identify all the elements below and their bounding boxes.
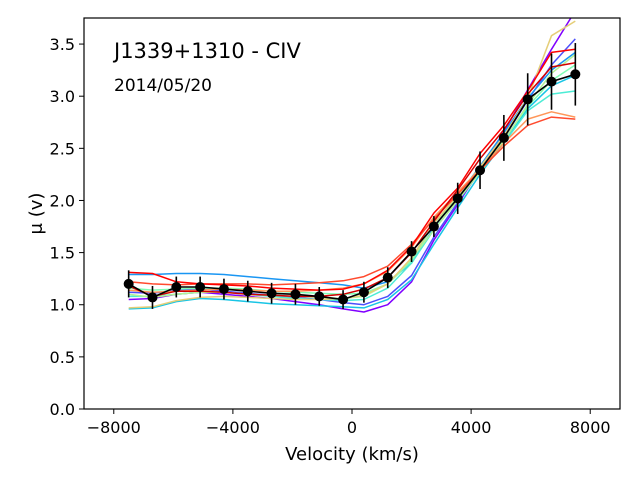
mean-point — [195, 282, 206, 293]
y-axis: 0.0 0.5 1.0 1.5 2.0 2.5 3.0 3.5 — [50, 35, 84, 419]
y-tick-label: 0.0 — [50, 400, 75, 419]
x-tick-label: −8000 — [87, 418, 141, 437]
y-tick-label: 0.5 — [50, 348, 75, 367]
mean-point — [522, 94, 533, 105]
series-line — [128, 20, 576, 309]
mean-point — [314, 291, 325, 302]
mean-point — [218, 284, 229, 295]
mean-point — [406, 246, 417, 257]
chart-title: J1339+1310 - CIV — [112, 39, 301, 63]
mean-point — [290, 289, 301, 300]
mean-layer — [123, 43, 581, 309]
mean-point — [498, 132, 509, 143]
x-tick-label: 0 — [347, 418, 357, 437]
x-axis-title: Velocity (km/s) — [285, 444, 419, 465]
mean-line — [128, 73, 576, 301]
x-tick-label: −4000 — [206, 418, 260, 437]
chart-subtitle: 2014/05/20 — [114, 76, 212, 96]
y-tick-label: 1.5 — [50, 244, 75, 263]
series-line — [128, 64, 576, 296]
mean-point — [475, 165, 486, 176]
x-tick-label: 4000 — [451, 418, 492, 437]
series-line — [128, 62, 576, 298]
mean-point — [147, 292, 158, 303]
mean-point — [242, 286, 253, 297]
series-line — [128, 116, 576, 286]
mean-point — [570, 69, 581, 80]
mean-point — [123, 278, 134, 289]
y-tick-label: 3.0 — [50, 87, 75, 106]
mean-point — [428, 221, 439, 232]
x-axis: −8000 −4000 0 4000 8000 — [87, 409, 611, 437]
mean-point — [546, 76, 557, 87]
mean-point — [382, 272, 393, 283]
mean-point — [171, 282, 182, 293]
mean-point — [266, 288, 277, 299]
x-tick-label: 8000 — [570, 418, 611, 437]
y-tick-label: 3.5 — [50, 35, 75, 54]
y-tick-label: 2.5 — [50, 139, 75, 158]
mean-point — [338, 294, 349, 305]
y-axis-title: μ (v) — [26, 193, 47, 235]
y-tick-label: 2.0 — [50, 191, 75, 210]
mean-point — [452, 193, 463, 204]
y-tick-label: 1.0 — [50, 296, 75, 315]
mean-point — [358, 287, 369, 298]
